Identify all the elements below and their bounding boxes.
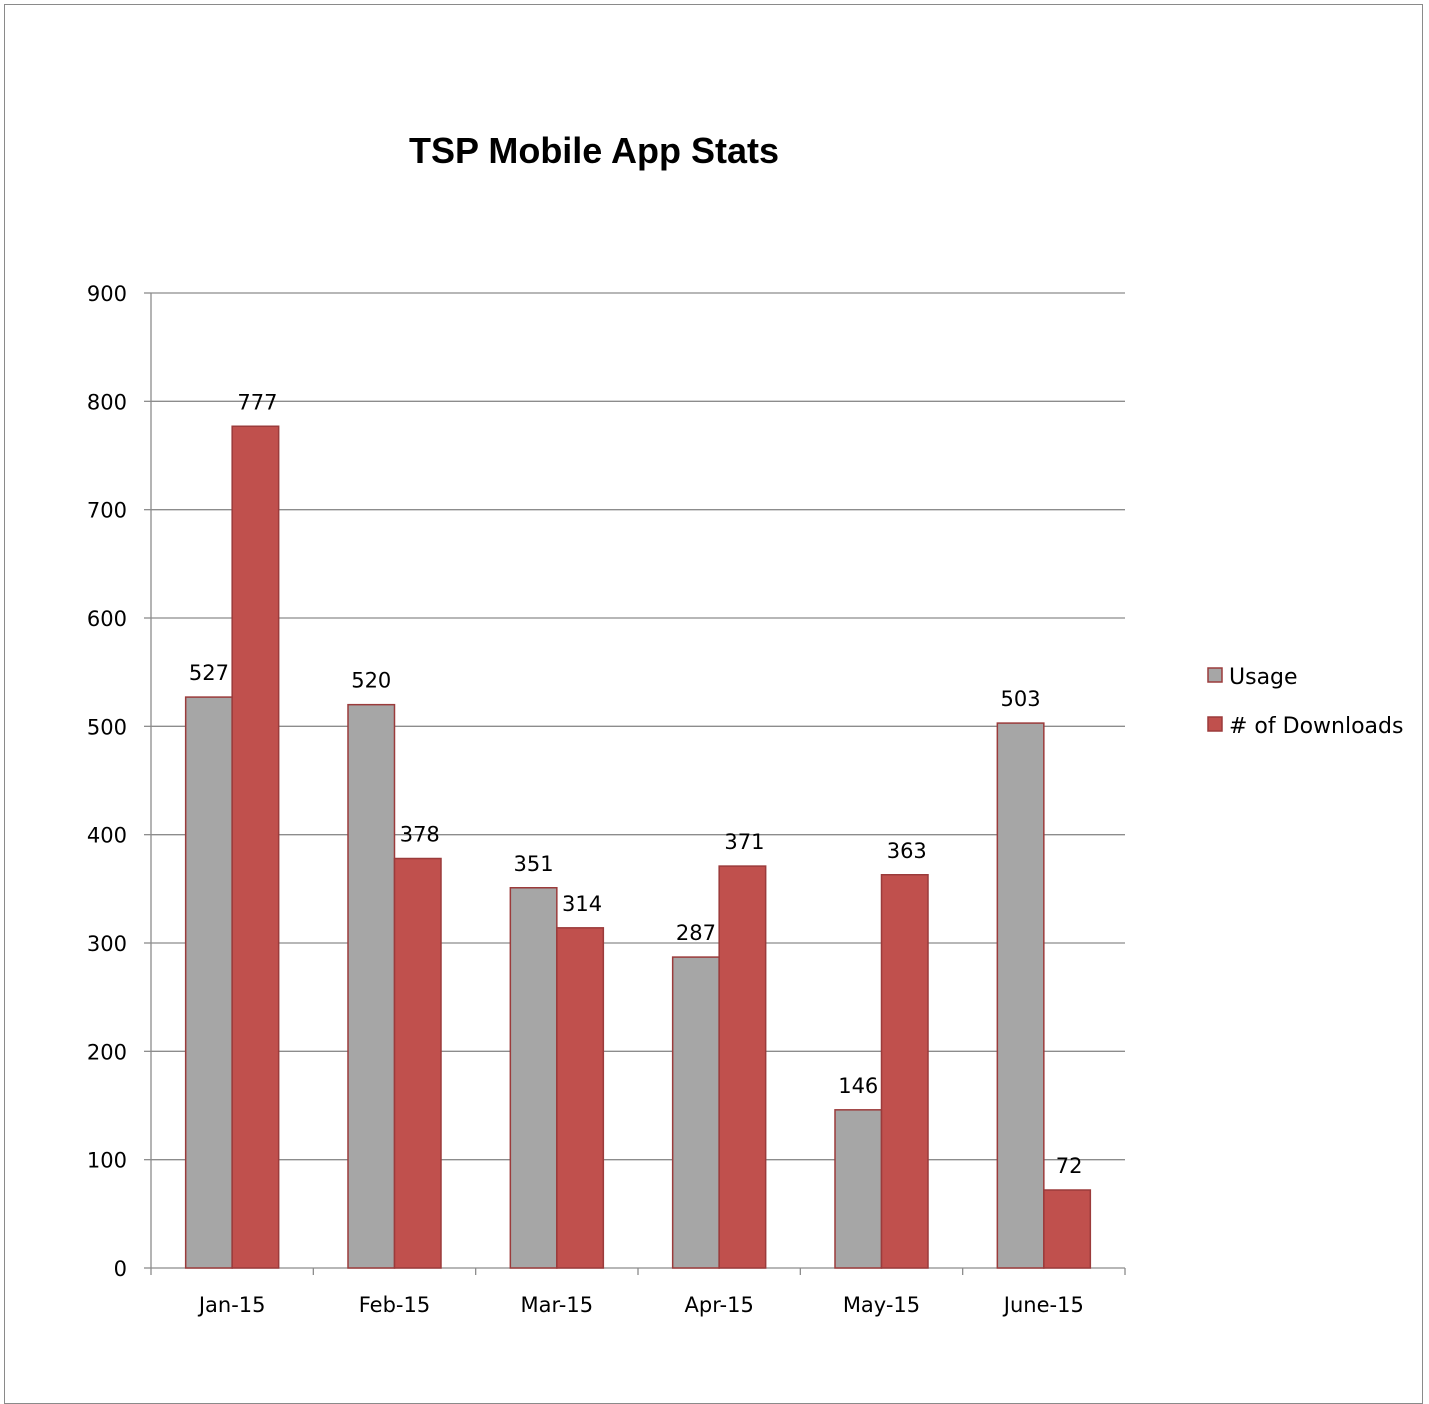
data-label: 363 bbox=[887, 839, 927, 863]
bar-usage bbox=[996, 722, 1045, 1269]
legend-swatch bbox=[1207, 667, 1223, 683]
y-tick-label: 0 bbox=[114, 1257, 127, 1281]
y-tick-label: 400 bbox=[87, 824, 127, 848]
y-tick-label: 900 bbox=[87, 282, 127, 306]
y-tick-label: 200 bbox=[87, 1040, 127, 1064]
bar-downloads bbox=[556, 927, 605, 1269]
x-tick-label: June-15 bbox=[1002, 1293, 1084, 1317]
y-tick-label: 700 bbox=[87, 499, 127, 523]
legend: Usage # of Downloads bbox=[1207, 665, 1403, 739]
bar-downloads bbox=[718, 865, 767, 1269]
data-label: 314 bbox=[562, 892, 602, 916]
data-labels: 527 777 520 378 351 314 287 371 146 363 503 72 bbox=[189, 390, 1083, 1178]
bar-usage bbox=[509, 887, 558, 1269]
y-tick-label: 800 bbox=[87, 390, 127, 414]
data-label: 146 bbox=[838, 1074, 878, 1098]
bar-usage bbox=[347, 703, 396, 1269]
data-label: 371 bbox=[724, 830, 764, 854]
chart-title: TSP Mobile App Stats bbox=[409, 130, 779, 171]
data-label: 378 bbox=[400, 823, 440, 847]
data-label: 777 bbox=[237, 390, 277, 414]
data-label: 72 bbox=[1056, 1154, 1083, 1178]
bar-downloads bbox=[231, 425, 280, 1269]
y-axis-ticks: 0 100 200 300 400 500 600 700 800 900 bbox=[87, 282, 127, 1281]
data-label: 503 bbox=[1001, 687, 1041, 711]
data-label: 527 bbox=[189, 661, 229, 685]
x-tick-label: Mar-15 bbox=[521, 1293, 594, 1317]
legend-label: # of Downloads bbox=[1229, 714, 1403, 739]
bar-downloads bbox=[393, 857, 442, 1269]
bar-downloads bbox=[880, 874, 929, 1269]
y-tick-label: 100 bbox=[87, 1149, 127, 1173]
data-label: 520 bbox=[351, 669, 391, 693]
data-label: 351 bbox=[514, 852, 554, 876]
x-tick-label: Apr-15 bbox=[685, 1293, 754, 1317]
x-tick-label: Feb-15 bbox=[359, 1293, 430, 1317]
bar-usage bbox=[834, 1109, 883, 1269]
axes bbox=[144, 292, 1126, 1275]
legend-label: Usage bbox=[1229, 665, 1298, 690]
x-tick-label: Jan-15 bbox=[197, 1293, 266, 1317]
bars bbox=[184, 425, 1092, 1269]
data-label: 287 bbox=[676, 921, 716, 945]
legend-swatch bbox=[1207, 716, 1223, 732]
y-tick-label: 300 bbox=[87, 932, 127, 956]
bar-usage bbox=[671, 956, 720, 1269]
x-axis-ticks: Jan-15 Feb-15 Mar-15 Apr-15 May-15 June-15 bbox=[197, 1293, 1084, 1317]
bar-usage bbox=[184, 696, 233, 1269]
x-tick-label: May-15 bbox=[843, 1293, 920, 1317]
y-tick-label: 500 bbox=[87, 715, 127, 739]
bar-downloads bbox=[1043, 1189, 1092, 1269]
gridlines bbox=[151, 292, 1125, 1161]
y-tick-label: 600 bbox=[87, 607, 127, 631]
